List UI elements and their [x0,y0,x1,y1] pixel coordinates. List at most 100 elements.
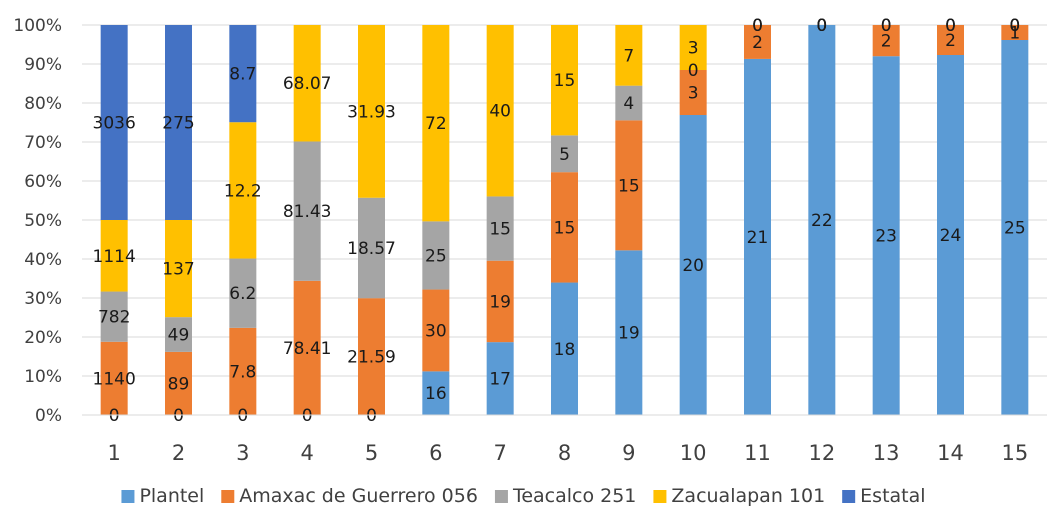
bar-segment [229,327,257,415]
data-label: 2 [881,32,892,52]
data-label: 17 [489,370,511,390]
x-tick-label: 15 [1001,441,1028,465]
x-tick-label: 10 [680,441,707,465]
data-label: 68.07 [283,74,332,94]
bar-segment [679,115,707,415]
bar-segment [937,25,964,55]
data-label: 25 [425,246,447,266]
data-label: 21 [747,228,769,248]
data-label: 15 [489,220,511,240]
bar-segment [358,25,385,198]
x-tick-label: 6 [429,441,442,465]
data-label: 19 [489,292,511,312]
bar-segment [293,280,321,415]
data-label: 0 [237,406,248,426]
data-label: 1 [1009,24,1020,44]
data-label: 20 [682,256,704,276]
x-tick-label: 1 [107,441,120,465]
bar-segment [293,141,321,281]
bar-segment [679,70,707,115]
x-tick-label: 7 [493,441,506,465]
y-tick-label: 80% [24,94,62,114]
bar-segment [872,56,900,415]
bars [100,25,1029,415]
data-label: 3 [688,84,699,104]
y-tick-label: 0% [35,406,62,426]
legend-label: Estatal [860,485,925,507]
bar-segment [615,250,643,415]
data-label: 0 [752,16,763,36]
data-label: 89 [168,374,190,394]
bar-segment [551,135,578,173]
data-label: 3 [688,39,699,59]
y-tick-label: 70% [24,133,62,153]
data-label: 15 [554,71,576,91]
x-tick-label: 5 [365,441,378,465]
x-tick-label: 8 [558,441,571,465]
data-label: 78.41 [283,339,332,359]
bar-segment [165,351,192,415]
bar-segment [422,371,450,415]
bar-segment [293,25,321,142]
bar-segment [165,25,192,220]
x-tick-label: 14 [937,441,964,465]
bar-segment [551,25,578,136]
x-tick-label: 11 [744,441,771,465]
legend-swatch [842,490,856,503]
legend-label: Plantel [139,485,204,507]
data-label: 81.43 [283,202,332,222]
bar-segment [615,120,643,251]
x-tick-label: 12 [808,441,835,465]
legend-swatch [494,490,508,503]
x-tick-label: 9 [622,441,635,465]
legend: Plantel Amaxac de Guerrero 056 Teacalco 25… [121,485,926,507]
bar-segment [100,25,128,220]
y-axis: 0% 10% 20% 30% 40% 50% 60% 70% 80% 90% 100% [13,16,62,426]
data-label: 0 [109,406,120,426]
data-label: 0 [173,406,184,426]
data-label: 0 [881,16,892,36]
data-label: 0 [752,16,763,36]
legend-label: Zacualapan 101 [671,485,825,507]
bar-segment [551,282,578,415]
data-label: 19 [618,324,640,344]
bar-segment [100,220,128,292]
data-label: 0 [945,16,956,36]
data-label: 24 [940,226,962,246]
data-label: 0 [816,16,827,36]
y-tick-label: 30% [24,289,62,309]
data-label: 0 [302,406,313,426]
legend-swatch [121,490,135,503]
bar-segment [100,341,128,415]
data-label: 15 [554,218,576,238]
bar-segment [422,221,450,290]
data-label: 3036 [93,114,136,134]
bar-segment [872,25,900,57]
data-label: 15 [618,176,640,196]
data-label: 0 [1009,16,1020,36]
bar-segment [229,122,257,259]
bar-segment [229,25,257,123]
x-axis: 1 2 3 4 5 6 7 8 9 10 11 12 13 14 15 [82,414,1047,465]
y-tick-label: 10% [24,367,62,387]
bar-segment [165,220,192,318]
bar-segment [486,342,514,415]
data-labels: 01140782111430360894913727507.86.212.28.… [93,16,1026,426]
data-label: 49 [168,326,190,346]
data-label: 40 [489,102,511,122]
data-label: 0 [366,406,377,426]
data-label: 6.2 [229,284,256,304]
x-tick-label: 13 [873,441,900,465]
x-tick-label: 4 [300,441,313,465]
data-label: 1140 [93,369,136,389]
bar-segment [808,25,836,415]
y-tick-label: 60% [24,172,62,192]
data-label: 0 [881,16,892,36]
y-tick-label: 40% [24,250,62,270]
data-label: 7 [623,46,634,66]
legend-label: Teacalco 251 [512,485,636,507]
y-tick-label: 20% [24,328,62,348]
x-tick-label: 3 [236,441,249,465]
data-label: 22 [811,211,833,231]
data-label: 16 [425,384,447,404]
